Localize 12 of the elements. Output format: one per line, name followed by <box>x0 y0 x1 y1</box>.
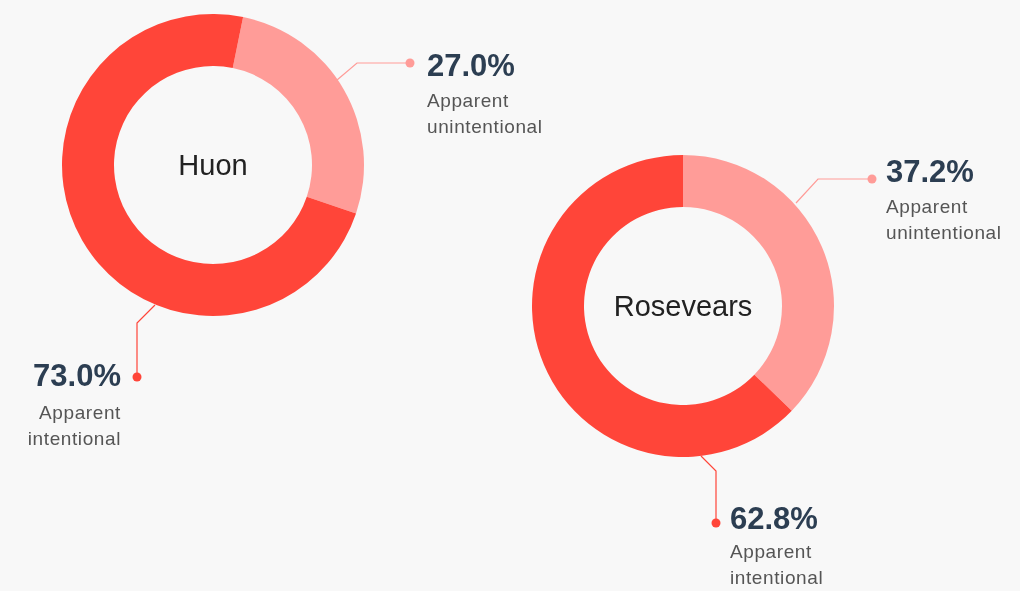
legend-label: Apparent unintentional <box>886 196 1002 243</box>
text: Rosevears <box>613 290 753 322</box>
legend-label: Apparent intentional <box>730 541 824 588</box>
data-label: 73.0% <box>33 358 121 393</box>
donut-slice <box>62 14 357 316</box>
data-label: 27.0% <box>427 48 515 83</box>
donut-slice <box>532 155 792 457</box>
data-label: 37.2% <box>886 154 974 189</box>
text: Huon <box>178 149 248 181</box>
legend-label: Apparent intentional <box>27 402 122 449</box>
data-label: 62.8% <box>730 501 818 536</box>
legend-label: Apparent unintentional <box>427 90 543 137</box>
